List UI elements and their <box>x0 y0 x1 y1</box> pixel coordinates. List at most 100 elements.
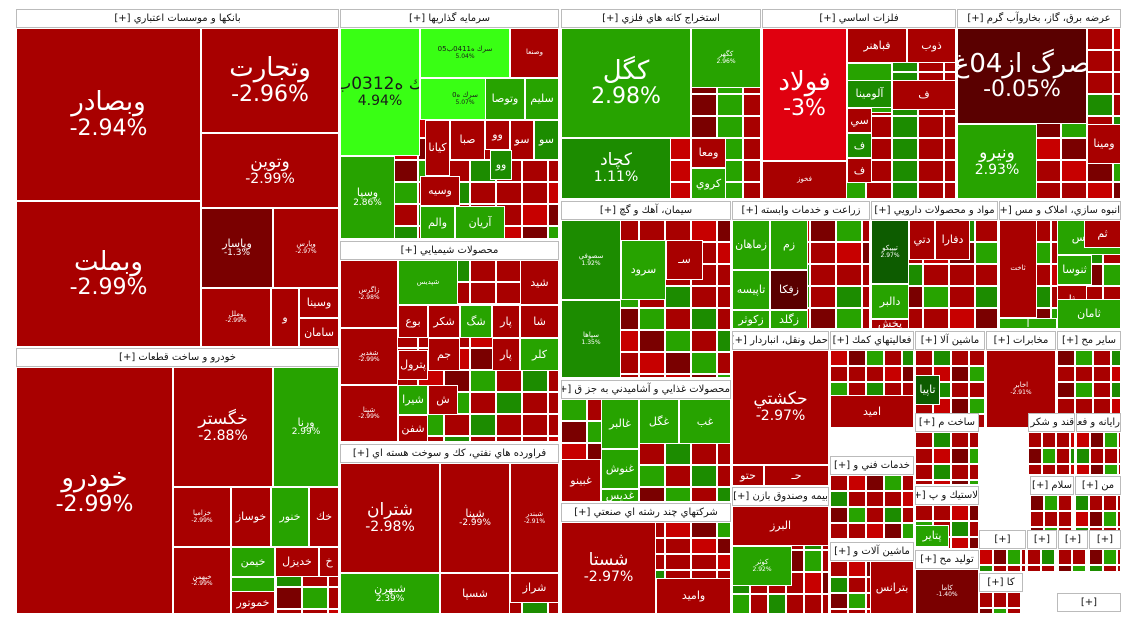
filler-tile[interactable] <box>951 398 969 414</box>
filler-tile[interactable] <box>639 330 665 352</box>
filler-tile[interactable] <box>933 480 951 485</box>
filler-tile[interactable] <box>522 370 548 392</box>
sector-header[interactable]: رايانه و فعا [+] <box>1076 413 1121 432</box>
filler-tile[interactable] <box>1090 464 1104 475</box>
stock-tile[interactable]: زگلد <box>770 310 808 329</box>
sector-s2[interactable]: [+] <box>1027 530 1057 572</box>
sector-realestate[interactable]: انبوه سازي، املاک و مس [+]ثاختتپرديسثمثن… <box>999 201 1121 329</box>
filler-tile[interactable] <box>1057 366 1075 382</box>
filler-tile[interactable] <box>496 260 522 282</box>
filler-tile[interactable] <box>1076 432 1090 448</box>
filler-tile[interactable] <box>902 475 914 491</box>
filler-tile[interactable] <box>665 538 691 554</box>
filler-tile[interactable] <box>665 220 691 242</box>
stock-tile[interactable]: ف <box>847 158 872 183</box>
filler-tile[interactable] <box>470 182 496 204</box>
filler-tile[interactable] <box>1089 549 1103 565</box>
sector-header[interactable]: [+] <box>1058 530 1088 549</box>
filler-tile[interactable] <box>944 138 956 160</box>
filler-tile[interactable] <box>979 592 993 608</box>
filler-tile[interactable] <box>717 264 731 286</box>
stock-tile[interactable]: سليم <box>525 78 559 120</box>
filler-tile[interactable] <box>1104 464 1118 475</box>
filler-tile[interactable] <box>830 507 848 523</box>
filler-tile[interactable] <box>933 448 951 464</box>
filler-tile[interactable] <box>1041 565 1055 572</box>
sector-header[interactable]: [+] <box>1089 530 1121 549</box>
stock-tile[interactable]: تيپيكو 2.97% <box>871 220 909 284</box>
sector-header[interactable]: بانکها و موسسات اعتباري [+] <box>16 9 339 28</box>
stock-tile[interactable]: فخوز <box>762 161 847 199</box>
stock-tile[interactable]: پترول <box>398 350 428 380</box>
filler-tile[interactable] <box>392 160 418 182</box>
filler-tile[interactable] <box>979 549 993 565</box>
sector-header[interactable]: فعاليتهاي كمك [+] <box>830 331 914 350</box>
filler-tile[interactable] <box>1030 495 1044 511</box>
filler-tile[interactable] <box>810 286 836 308</box>
sector-s1[interactable]: [+] <box>979 530 1026 572</box>
stock-tile[interactable]: خك <box>309 487 339 547</box>
filler-tile[interactable] <box>1075 382 1093 398</box>
filler-tile[interactable] <box>975 220 998 242</box>
sector-header[interactable]: مخابرات [+] <box>986 331 1056 350</box>
stock-tile[interactable]: زكوثر <box>732 310 770 329</box>
filler-tile[interactable] <box>810 242 836 264</box>
filler-tile[interactable] <box>969 505 979 521</box>
filler-tile[interactable] <box>1021 549 1026 565</box>
filler-tile[interactable] <box>1117 511 1121 527</box>
stock-tile[interactable]: آلومينا <box>847 80 892 108</box>
filler-tile[interactable] <box>866 475 884 491</box>
filler-tile[interactable] <box>866 366 884 382</box>
filler-tile[interactable] <box>848 475 866 491</box>
filler-tile[interactable] <box>1075 366 1093 382</box>
filler-tile[interactable] <box>810 308 836 329</box>
filler-tile[interactable] <box>691 352 717 374</box>
filler-tile[interactable] <box>848 366 866 382</box>
filler-tile[interactable] <box>743 94 761 116</box>
filler-tile[interactable] <box>866 523 884 539</box>
filler-tile[interactable] <box>969 398 985 414</box>
filler-tile[interactable] <box>302 609 328 614</box>
filler-tile[interactable] <box>522 204 548 226</box>
filler-tile[interactable] <box>732 594 750 614</box>
filler-tile[interactable] <box>862 308 870 329</box>
filler-tile[interactable] <box>804 572 822 594</box>
filler-tile[interactable] <box>918 116 944 138</box>
filler-tile[interactable] <box>1076 464 1090 475</box>
sector-cement[interactable]: سيمان، آهك و گچ [+] سصوفي 1.92% سرود سـ سپاها… <box>561 201 731 378</box>
filler-tile[interactable] <box>892 160 918 182</box>
filler-tile[interactable] <box>866 182 892 199</box>
filler-tile[interactable] <box>933 350 951 366</box>
filler-tile[interactable] <box>1111 612 1121 614</box>
stock-tile[interactable]: شپنا -2.99% <box>340 385 398 442</box>
stock-tile[interactable]: كيانا <box>425 120 450 176</box>
stock-tile[interactable]: شفن <box>398 415 428 442</box>
filler-tile[interactable] <box>951 382 969 398</box>
stock-tile[interactable]: زم <box>770 220 808 270</box>
stock-tile[interactable]: دالبر <box>871 284 909 319</box>
stock-tile[interactable]: ورنا 2.99% <box>273 367 339 487</box>
stock-tile[interactable]: دتي <box>909 220 935 260</box>
stock-tile[interactable]: ذوب <box>907 28 956 63</box>
stock-tile[interactable]: وتوصا <box>485 78 525 120</box>
filler-tile[interactable] <box>1090 448 1104 464</box>
filler-tile[interactable] <box>848 609 866 614</box>
sector-computer[interactable]: رايانه و فعا [+] <box>1076 413 1121 475</box>
filler-tile[interactable] <box>1103 549 1117 565</box>
filler-tile[interactable] <box>866 507 884 523</box>
sector-mining[interactable]: استخراج كانه هاي فلزي [+] كگل 2.98% كگهر 2.9… <box>561 9 761 199</box>
filler-tile[interactable] <box>665 308 691 330</box>
sector-header[interactable]: سرمايه گذاريها [+] <box>340 9 559 28</box>
sector-invest[interactable]: سرمايه گذاريها [+]سرك ه0312ب014.94%سرك ه… <box>340 9 559 239</box>
stock-tile[interactable]: فولاد -3% <box>762 28 847 161</box>
stock-tile[interactable]: وسينا <box>299 288 339 318</box>
stock-tile[interactable]: وبصادر -2.94% <box>16 28 201 201</box>
filler-tile[interactable] <box>1075 612 1093 614</box>
sector-banks[interactable]: بانکها و موسسات اعتباري [+] وبصادر -2.94% و… <box>16 9 339 347</box>
sector-header[interactable]: [+] <box>979 530 1026 549</box>
stock-tile[interactable]: شيرا <box>398 385 428 415</box>
filler-tile[interactable] <box>1021 592 1023 608</box>
stock-tile[interactable]: زماهان <box>732 220 770 270</box>
stock-tile[interactable]: پار <box>492 305 520 338</box>
sector-support[interactable]: فعاليتهاي كمك [+] امید <box>830 331 914 428</box>
